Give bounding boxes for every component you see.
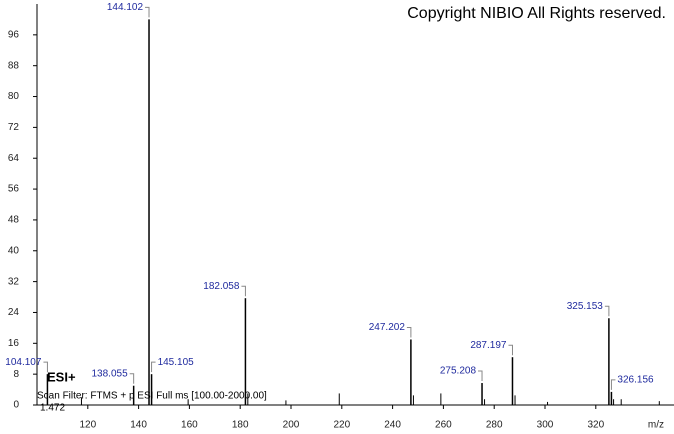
peak-label: 326.156 xyxy=(617,375,654,386)
retention-time: 1.472 xyxy=(40,403,65,414)
label-bracket xyxy=(129,373,135,384)
y-tick-label: 0 xyxy=(13,400,19,411)
peak-label: 275.208 xyxy=(440,366,477,377)
label-bracket xyxy=(508,344,513,356)
x-tick-label: 320 xyxy=(587,420,604,431)
x-tick-label: 240 xyxy=(384,420,401,431)
y-tick-label: 16 xyxy=(8,338,20,349)
y-tick-label: 32 xyxy=(8,276,20,287)
x-tick-label: 140 xyxy=(130,420,147,431)
label-bracket xyxy=(151,361,156,373)
peak-label: 145.105 xyxy=(158,357,195,368)
label-bracket xyxy=(241,285,246,297)
y-tick-label: 56 xyxy=(8,184,20,195)
peak-label: 138.055 xyxy=(92,368,129,379)
x-tick-label: 220 xyxy=(333,420,350,431)
x-tick-label: 260 xyxy=(435,420,452,431)
label-bracket xyxy=(478,370,483,382)
x-tick-label: 160 xyxy=(181,420,198,431)
peak-label: 247.202 xyxy=(369,322,406,333)
x-tick-label: 180 xyxy=(232,420,249,431)
peak-label: 287.197 xyxy=(470,340,507,351)
label-bracket xyxy=(145,6,150,18)
y-tick-label: 88 xyxy=(8,60,20,71)
x-tick-label: 120 xyxy=(79,420,96,431)
y-tick-label: 64 xyxy=(8,153,20,164)
label-bracket xyxy=(43,361,48,373)
peak-label: 104.107 xyxy=(5,357,42,368)
copyright: Copyright NIBIO All Rights reserved. xyxy=(407,5,666,22)
x-axis-label: m/z xyxy=(648,420,664,431)
label-bracket xyxy=(610,379,616,390)
x-tick-label: 280 xyxy=(486,420,503,431)
y-tick-label: 80 xyxy=(8,91,20,102)
y-tick-label: 24 xyxy=(8,307,20,318)
ionization: ESI+ xyxy=(47,369,76,384)
y-tick-label: 96 xyxy=(8,29,20,40)
peak-label: 144.102 xyxy=(107,2,144,13)
label-bracket xyxy=(604,305,610,317)
y-tick-label: 72 xyxy=(8,122,20,133)
peak-label: 182.058 xyxy=(203,281,240,292)
x-tick-label: 300 xyxy=(537,420,554,431)
y-tick-label: 40 xyxy=(8,245,20,256)
x-tick-label: 200 xyxy=(283,420,300,431)
peak-label: 325.153 xyxy=(567,301,604,312)
y-tick-label: 48 xyxy=(8,215,20,226)
y-tick-label: 8 xyxy=(13,369,19,380)
label-bracket xyxy=(406,326,412,338)
